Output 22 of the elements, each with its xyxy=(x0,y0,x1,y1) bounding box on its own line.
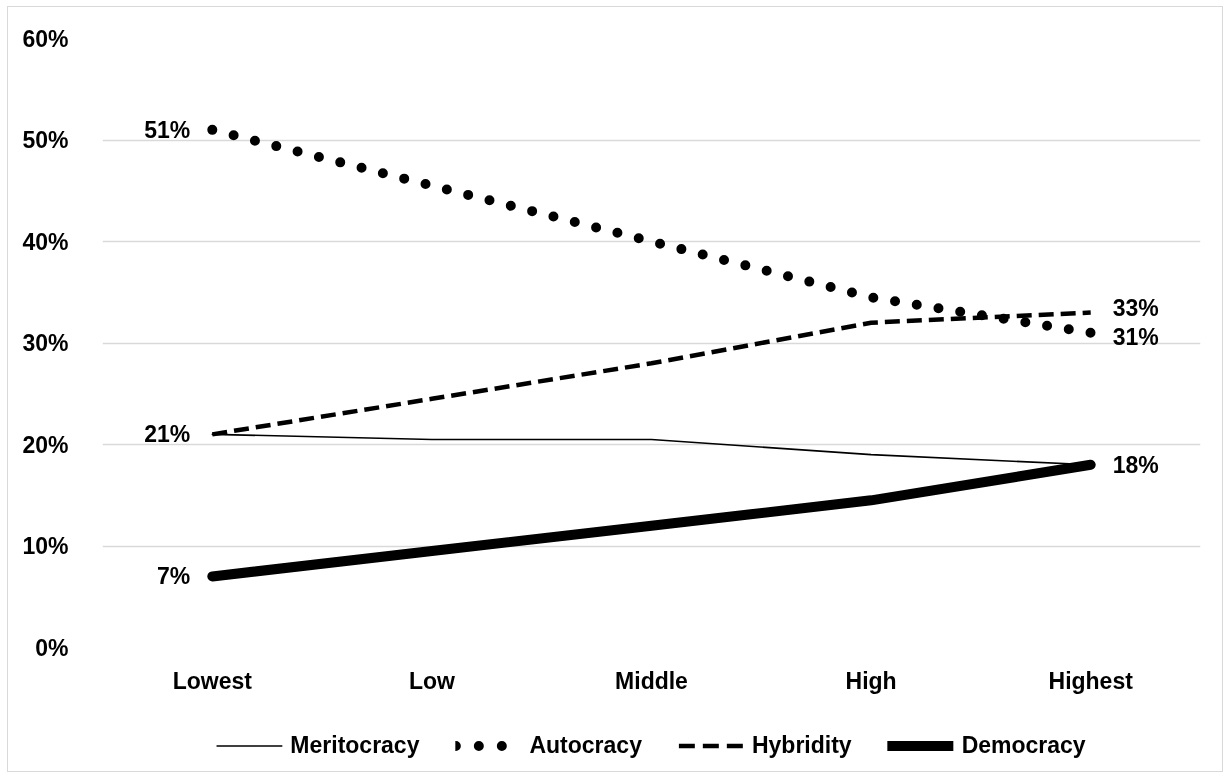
x-tick-label: High xyxy=(845,667,897,694)
legend-label: Hybridity xyxy=(751,731,852,759)
data-label: 31% xyxy=(1112,324,1159,351)
y-tick-label: 40% xyxy=(22,228,69,255)
data-label: 33% xyxy=(1112,295,1159,322)
legend-label: Meritocracy xyxy=(290,731,420,759)
data-label: 21% xyxy=(144,421,191,448)
y-tick-label: 60% xyxy=(22,25,69,52)
y-tick-label: 0% xyxy=(35,634,69,661)
legend-label: Democracy xyxy=(961,731,1086,759)
data-label: 51% xyxy=(144,116,191,143)
data-label: 7% xyxy=(157,563,191,590)
y-tick-label: 10% xyxy=(22,533,69,559)
y-tick-label: 30% xyxy=(22,330,69,356)
x-tick-label: Lowest xyxy=(172,667,253,694)
legend-label: Autocracy xyxy=(529,731,642,759)
data-label: 18% xyxy=(1112,451,1159,478)
x-tick-label: Low xyxy=(408,667,455,694)
x-tick-label: Middle xyxy=(615,667,688,694)
y-tick-label: 50% xyxy=(22,127,69,153)
y-tick-label: 20% xyxy=(22,431,69,458)
x-tick-label: Highest xyxy=(1048,667,1134,694)
